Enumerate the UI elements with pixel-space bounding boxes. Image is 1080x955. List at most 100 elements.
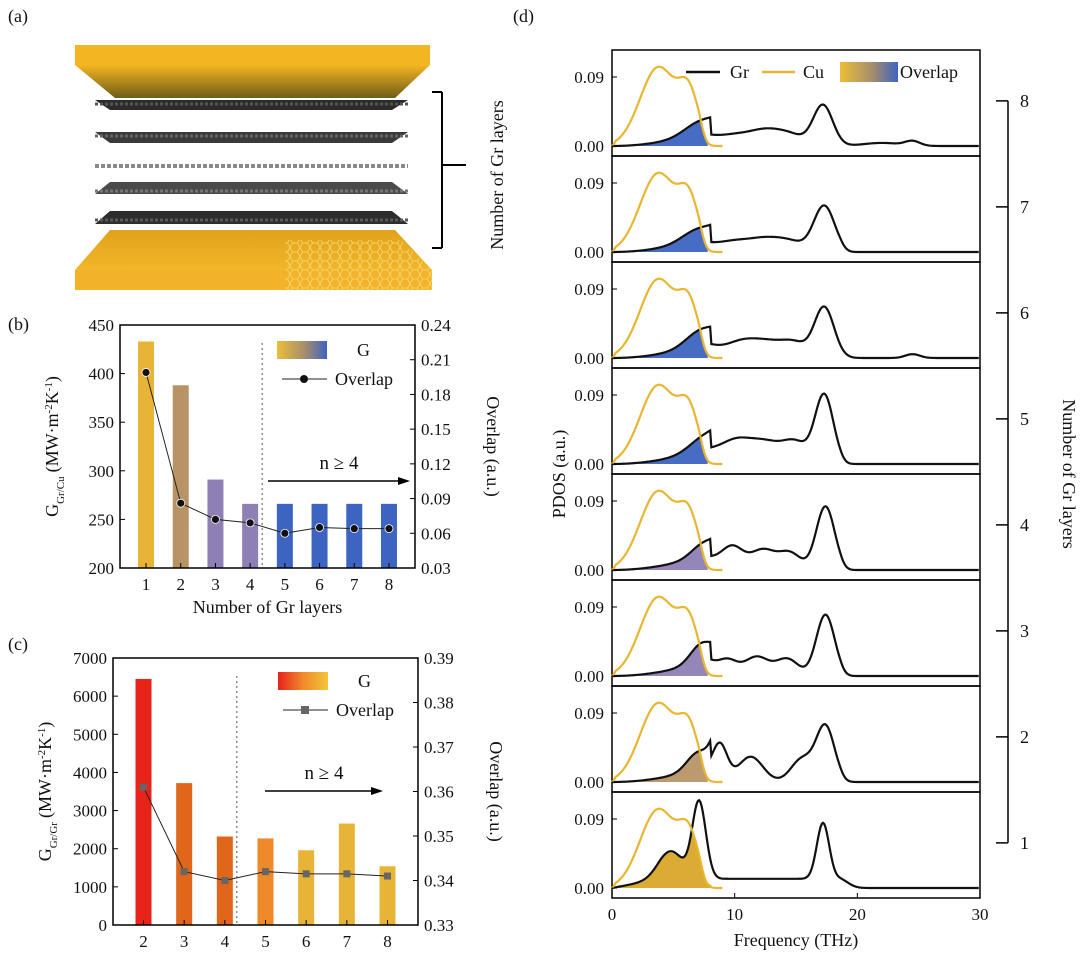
y-tick-label: 0.09 (574, 68, 604, 87)
y-tick-label: 5000 (73, 725, 107, 744)
y-tick-label: 0.09 (574, 810, 604, 829)
overlap-point (140, 783, 147, 791)
legend-label-cu: Cu (803, 62, 824, 82)
panel-label-b: (b) (8, 314, 29, 335)
layer-tick-label: 4 (1020, 515, 1029, 535)
y-tick-label: 400 (89, 365, 115, 384)
x-tick-label: 2 (176, 575, 185, 594)
annotation-arrowhead (398, 477, 410, 485)
cu-pdos-curve (611, 277, 723, 360)
y-axis-label-part: ) (35, 722, 56, 728)
y-tick-label: 0.09 (574, 174, 604, 193)
y-tick-label: 3000 (73, 802, 107, 821)
cu-pdos-curve (611, 595, 723, 678)
cu-lattice-texture (285, 240, 432, 290)
x-tick-label: 3 (211, 575, 220, 594)
schematic-panel-a: Number of Gr layers (75, 45, 507, 290)
y2-tick-label: 0.09 (421, 490, 451, 509)
legend-label-overlap: Overlap (900, 62, 958, 82)
overlap-point (384, 524, 394, 534)
overlap-point (141, 368, 151, 377)
panel-label-d: (d) (513, 6, 534, 27)
y-axis-label-part: G (42, 504, 62, 517)
bar (242, 503, 259, 568)
overlap-area (612, 437, 708, 464)
y-axis-label-part: K (35, 737, 55, 750)
y-axis-label-part: ) (42, 376, 63, 382)
bar (135, 678, 152, 925)
y2-axis-label: Number of Gr layers (1059, 399, 1079, 548)
gr-pdos-curve (611, 613, 979, 678)
cu-pdos-curve (611, 807, 723, 890)
legend-label-overlap: Overlap (335, 369, 393, 389)
overlap-point (384, 872, 391, 880)
legend-swatch-overlap (840, 62, 898, 82)
y2-tick-label: 0.36 (424, 783, 454, 802)
bar (380, 503, 397, 568)
legend-label-gr: Gr (730, 62, 749, 82)
bar (298, 850, 315, 925)
y-tick-label: 0.00 (574, 349, 604, 368)
y2-tick-label: 0.15 (421, 420, 451, 439)
overlap-point (349, 524, 359, 534)
y-tick-label: 0.00 (574, 773, 604, 792)
x-axis-label: Frequency (THz) (734, 930, 858, 951)
gr-pdos-curve (611, 392, 979, 466)
layer-tick-label: 5 (1020, 409, 1029, 429)
y2-axis-label: Overlap (a.u.) (482, 396, 503, 496)
y-axis-label-part: -1 (36, 728, 48, 737)
y-tick-label: 6000 (73, 687, 107, 706)
pdos-subplot-frame (611, 791, 981, 899)
layer-tick-label: 8 (1020, 91, 1029, 111)
overlap-area (612, 544, 708, 570)
annotation-n-ge-4: n ≥ 4 (320, 453, 359, 474)
overlap-point (180, 868, 188, 876)
bar (138, 341, 155, 568)
legend-swatch-g (277, 341, 327, 359)
x-tick-label: 8 (383, 932, 392, 951)
legend-label-g: G (358, 671, 371, 691)
y-axis-label-part: G (35, 848, 55, 861)
gr-pdos-curve (611, 103, 979, 148)
legend-label-g: G (357, 340, 370, 360)
y-tick-label: 300 (89, 462, 115, 481)
x-tick-label: 4 (221, 932, 230, 951)
bar (176, 783, 193, 925)
y2-tick-label: 0.12 (421, 455, 451, 474)
layer-tick-label: 3 (1020, 621, 1029, 641)
x-tick-label: 4 (246, 575, 255, 594)
graphene-layer (95, 132, 408, 143)
x-tick-label: 10 (726, 905, 743, 924)
y-tick-label: 0.00 (574, 561, 604, 580)
plot-frame (119, 324, 416, 569)
chart-panel-c: 0 1000 2000 3000 4000 5000 6000 7000 0.33 0.34 0.3… (35, 649, 506, 955)
y2-tick-label: 0.18 (421, 385, 451, 404)
legend-marker-overlap (300, 375, 308, 383)
gr-pdos-curve (611, 305, 979, 360)
y-tick-label: 0.09 (574, 386, 604, 405)
overlap-line (145, 372, 389, 534)
annotation-arrowhead (371, 787, 383, 795)
y2-tick-label: 0.06 (421, 524, 451, 543)
cu-slab-top-face (75, 45, 430, 65)
y-tick-label: 0.00 (574, 137, 604, 156)
layer-bracket (432, 91, 466, 249)
cu-pdos-curve (611, 383, 723, 466)
overlap-point (221, 877, 229, 884)
y-axis-label-part: Gr/Gr (48, 822, 60, 849)
y-tick-label: 0.00 (574, 879, 604, 898)
overlap-point (176, 498, 186, 508)
chart-panel-d: 0.00 0.09 8 0.00 0.09 7 0.00 0.09 6 0.00 0.09 5 0.00… (549, 49, 1079, 951)
panel-label-a: (a) (8, 6, 28, 27)
y-axis-label: GGr/Cu (MW·m-2K-1) (42, 376, 67, 517)
layer-tick-label: 2 (1020, 727, 1029, 747)
y2-tick-label: 0.21 (421, 351, 451, 370)
x-tick-label: 7 (343, 932, 352, 951)
layer-tick-label: 1 (1020, 833, 1029, 853)
x-tick-label: 5 (281, 575, 290, 594)
y-axis-label-part: Gr/Cu (55, 476, 67, 504)
y-tick-label: 4000 (73, 763, 107, 782)
overlap-point (315, 523, 324, 532)
y-tick-label: 0 (99, 916, 108, 935)
bracket-label: Number of Gr layers (487, 100, 507, 249)
